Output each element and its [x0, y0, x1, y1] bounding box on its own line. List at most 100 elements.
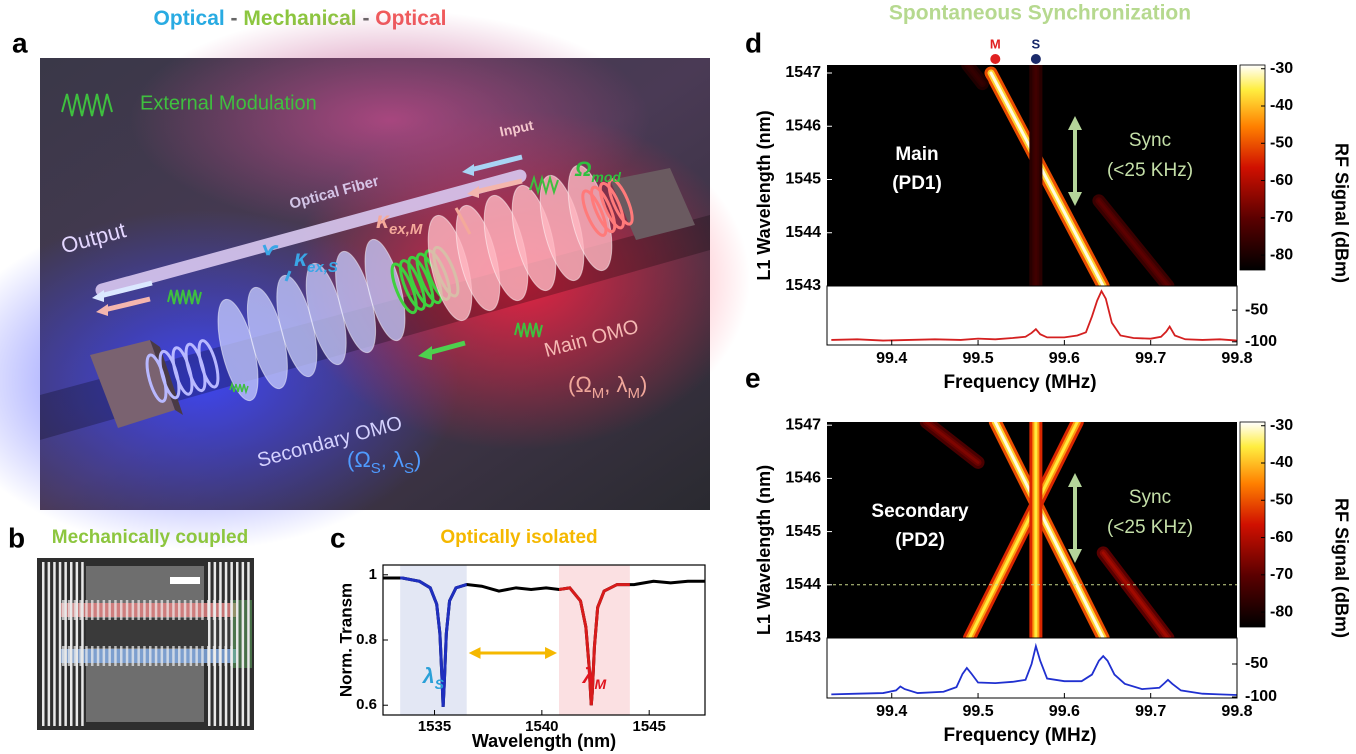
- tooth: [154, 600, 158, 620]
- marker-label: M: [990, 36, 1001, 51]
- subscript: M: [594, 676, 606, 692]
- y-tick-label: 1547: [785, 416, 821, 433]
- tooth: [73, 646, 77, 666]
- label: (ΩS, λS): [347, 447, 421, 478]
- dip-highlight: [400, 576, 467, 707]
- tooth: [230, 600, 233, 620]
- input-arrow: [469, 154, 523, 173]
- comb-bar: [208, 562, 211, 726]
- spring-coil: [607, 178, 634, 226]
- tooth: [207, 600, 210, 620]
- tooth: [218, 646, 222, 666]
- tooth: [189, 646, 193, 666]
- output-arrow: [103, 296, 151, 313]
- x-tick-label: 99.7: [1135, 350, 1166, 367]
- colorbar-tick-label: -70: [1270, 566, 1293, 583]
- waveform: [167, 289, 202, 305]
- comb-bar: [47, 562, 51, 726]
- x-tick-label: 99.6: [1049, 350, 1080, 367]
- comb-bar: [70, 562, 73, 726]
- coupling-arrow: [454, 207, 472, 235]
- tooth: [85, 600, 88, 620]
- tooth: [108, 600, 111, 620]
- left-anchor-side: [150, 340, 183, 415]
- spring-coil: [590, 185, 617, 234]
- tooth: [166, 646, 169, 666]
- trace-core: [966, 65, 984, 86]
- modulation-arrow: [427, 340, 466, 356]
- symbol: κ: [294, 245, 308, 271]
- colorbar-label: RF Signal (dBm): [1331, 498, 1351, 638]
- x-tick-label: 99.7: [1135, 703, 1166, 720]
- colorbar: [1239, 421, 1266, 628]
- comb-bar: [64, 562, 67, 726]
- x-axis-label: Frequency (MHz): [943, 725, 1096, 746]
- tooth: [120, 600, 123, 620]
- x-axis-label: Frequency (MHz): [943, 372, 1096, 393]
- coupling-arrow: [262, 244, 292, 282]
- tooth: [201, 646, 204, 666]
- frequency-marker: [990, 54, 1001, 64]
- tooth: [108, 646, 111, 666]
- tooth: [183, 646, 187, 666]
- spectrum-line: [831, 289, 1238, 342]
- symbol: κ: [376, 207, 390, 233]
- param-text: ): [640, 372, 647, 397]
- x-tick-label: 99.8: [1221, 350, 1252, 367]
- tooth: [137, 646, 140, 666]
- spectrum-line: [831, 642, 1238, 696]
- tooth: [218, 600, 222, 620]
- y-tick-label: 1543: [785, 277, 821, 294]
- label: External Modulation: [140, 92, 317, 114]
- tooth: [212, 646, 216, 666]
- param-text: , λ: [381, 447, 404, 472]
- subscript: M: [628, 385, 641, 402]
- x-tick-label: 99.8: [1221, 703, 1252, 720]
- comb-bar: [58, 562, 62, 726]
- trace-core: [989, 71, 1105, 286]
- trace-core: [1097, 199, 1170, 286]
- y-tick-label: 1543: [785, 629, 821, 646]
- left-anchor: [90, 340, 175, 428]
- sync-label: Sync: [1129, 130, 1171, 151]
- annotation: (PD2): [895, 530, 945, 551]
- symbol: λ: [582, 665, 595, 688]
- colorbar-tick-label: -30: [1270, 60, 1293, 77]
- springs: [145, 164, 634, 403]
- y-axis-label: Norm. Transm: [336, 583, 355, 697]
- panel-letter: d: [745, 27, 762, 58]
- colorbar-tick-label: -70: [1270, 209, 1293, 226]
- colorbar-tick-label: -60: [1270, 529, 1293, 546]
- gap: [86, 618, 236, 648]
- dip-label: λM: [582, 665, 607, 692]
- y-tick-label: -100: [1245, 688, 1277, 705]
- label: Input: [498, 117, 535, 140]
- panel-letter: b: [8, 522, 25, 553]
- comb-bar: [75, 562, 79, 726]
- output-arrow: [99, 280, 153, 299]
- spectrogram-secondary: Secondary (PD2) Sync (<25 KHz) 1543 1544 1545 1…: [754, 416, 1352, 746]
- trace-core: [993, 422, 1105, 638]
- y-axis-label: L1 Wavelength (nm): [754, 110, 774, 280]
- panel-letter: c: [330, 522, 346, 553]
- arrow-head: [418, 346, 432, 360]
- tooth: [195, 646, 198, 666]
- tooth: [183, 600, 187, 620]
- tooth: [96, 646, 100, 666]
- trace-core: [967, 422, 1079, 638]
- x-tick-label: 99.6: [1049, 703, 1080, 720]
- spring-coil: [598, 181, 625, 230]
- y-tick-label: -50: [1245, 655, 1268, 672]
- param-text: ): [414, 447, 421, 472]
- comb-bar: [219, 562, 222, 726]
- arrow-head: [96, 304, 108, 316]
- tooth: [160, 646, 164, 666]
- symbol: λ: [422, 665, 435, 688]
- sync-label: (<25 KHz): [1107, 517, 1193, 538]
- colorbar-tick-label: -30: [1270, 417, 1293, 434]
- waveform: [61, 93, 113, 117]
- trace-core: [924, 422, 980, 464]
- optical-fiber: [95, 169, 527, 297]
